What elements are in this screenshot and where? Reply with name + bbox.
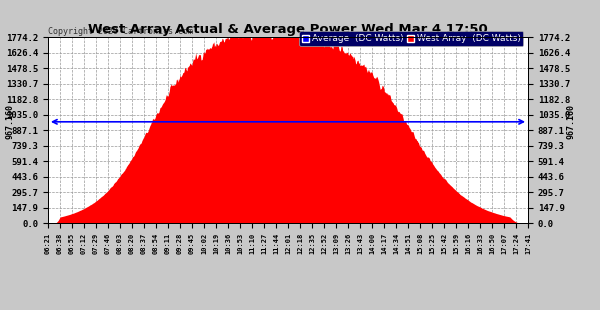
Title: West Array Actual & Average Power Wed Mar 4 17:50: West Array Actual & Average Power Wed Ma…: [88, 23, 488, 36]
Text: Copyright 2020 Cartronics.com: Copyright 2020 Cartronics.com: [48, 27, 193, 36]
Legend: Average  (DC Watts), West Array  (DC Watts): Average (DC Watts), West Array (DC Watts…: [299, 32, 523, 46]
Text: 967.160: 967.160: [5, 104, 14, 139]
Text: 967.160: 967.160: [567, 104, 576, 139]
